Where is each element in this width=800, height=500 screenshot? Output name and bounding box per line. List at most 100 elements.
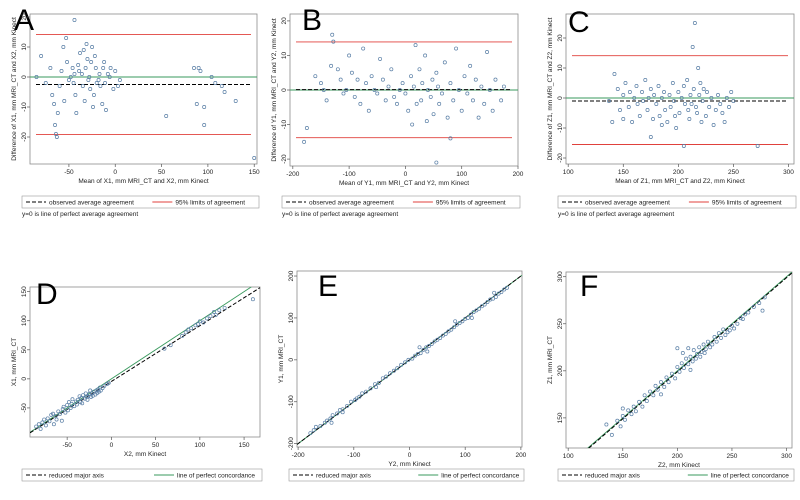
footnote: y=0 is line of perfect average agreement bbox=[22, 211, 138, 218]
data-point bbox=[654, 102, 659, 106]
data-point bbox=[324, 98, 329, 103]
panel-c: C 100 150 200 250 300 -20 -10 0 10 20 Mean of Z1, m… bbox=[547, 6, 797, 218]
data-point bbox=[77, 69, 82, 73]
data-point bbox=[311, 428, 316, 433]
data-point bbox=[668, 105, 673, 109]
panel-letter-f: F bbox=[580, 270, 598, 303]
x-axis-label: Y2, mm Kinect bbox=[388, 461, 430, 468]
data-point bbox=[440, 333, 445, 338]
data-point bbox=[698, 354, 703, 359]
data-point bbox=[375, 91, 380, 96]
data-point bbox=[219, 84, 224, 88]
data-point bbox=[701, 342, 706, 347]
data-point bbox=[43, 423, 48, 428]
data-point bbox=[662, 384, 667, 389]
data-point bbox=[85, 57, 90, 61]
data-point bbox=[466, 315, 470, 320]
x-tick-label: 300 bbox=[783, 169, 794, 176]
data-point bbox=[98, 84, 103, 88]
data-point bbox=[79, 396, 84, 400]
data-point bbox=[446, 329, 451, 334]
data-point bbox=[162, 346, 167, 351]
data-point bbox=[442, 60, 447, 65]
data-point bbox=[380, 77, 385, 82]
rma-line bbox=[297, 274, 522, 445]
data-point bbox=[646, 96, 651, 100]
data-point bbox=[449, 327, 454, 332]
data-point bbox=[59, 418, 64, 423]
y-tick-label: 200 bbox=[557, 365, 564, 376]
legend-label-2: line of perfect concordance bbox=[711, 473, 789, 480]
y-tick-label: 0 bbox=[21, 377, 28, 381]
data-point bbox=[39, 54, 44, 58]
footnote: y=0 is line of perfect average agreement bbox=[282, 211, 398, 218]
data-point bbox=[368, 386, 373, 391]
data-point bbox=[505, 285, 509, 290]
data-point bbox=[403, 91, 408, 96]
data-point bbox=[460, 319, 465, 324]
data-point bbox=[428, 94, 433, 99]
data-point bbox=[40, 420, 45, 425]
data-point bbox=[492, 290, 497, 295]
x-tick-label: 100 bbox=[563, 169, 574, 176]
data-point bbox=[688, 354, 693, 359]
data-point bbox=[86, 394, 91, 399]
panel-d: D -50 0 50 100 150 -50 0 50 100 150 X2, mm Kinect X1… bbox=[11, 278, 263, 482]
data-point bbox=[354, 396, 359, 401]
x-tick-label: 100 bbox=[194, 442, 205, 449]
data-point bbox=[53, 414, 58, 419]
data-point bbox=[62, 99, 67, 103]
legend-box bbox=[557, 195, 797, 209]
data-point bbox=[425, 349, 430, 354]
data-point bbox=[202, 105, 207, 109]
y-tick-label: 150 bbox=[557, 412, 564, 423]
legend: observed average agreement 95% limits of … bbox=[557, 195, 797, 209]
data-point bbox=[686, 108, 691, 112]
y-axis-label: Difference of Z1, mm MRI_CT and Z2, mm K… bbox=[547, 17, 554, 160]
y-tick-label: -50 bbox=[21, 403, 28, 413]
data-point bbox=[196, 66, 201, 70]
data-point bbox=[690, 45, 695, 49]
data-point bbox=[487, 88, 492, 92]
data-point bbox=[71, 81, 76, 85]
legend-label-1: reduced major axis bbox=[585, 473, 641, 480]
data-point bbox=[685, 78, 690, 82]
data-point bbox=[679, 96, 684, 100]
data-point bbox=[686, 362, 691, 367]
data-point bbox=[700, 99, 705, 103]
y-tick-label: -20 bbox=[281, 154, 288, 164]
data-point bbox=[108, 66, 113, 70]
data-point bbox=[696, 66, 701, 70]
data-point bbox=[91, 105, 95, 109]
data-point bbox=[68, 405, 73, 410]
data-point bbox=[729, 90, 734, 94]
data-point bbox=[632, 96, 637, 100]
data-point bbox=[213, 81, 218, 85]
data-point bbox=[406, 357, 411, 362]
data-point bbox=[462, 74, 467, 79]
data-point bbox=[452, 325, 457, 330]
data-point bbox=[376, 380, 381, 385]
x-axis-label: Z2, mm Kinect bbox=[658, 462, 700, 469]
data-point bbox=[669, 371, 674, 376]
data-point bbox=[727, 328, 732, 333]
x-tick-label: 300 bbox=[781, 453, 792, 460]
y-tick-label: 20 bbox=[281, 17, 288, 25]
data-point bbox=[192, 66, 196, 70]
data-point bbox=[662, 90, 666, 94]
data-point bbox=[65, 403, 70, 407]
data-point bbox=[83, 391, 88, 396]
data-point bbox=[634, 84, 639, 88]
x-tick-label: 50 bbox=[158, 169, 166, 176]
concordance-line bbox=[587, 272, 792, 448]
data-point bbox=[400, 81, 405, 86]
panel-e: E -200 -100 0 100 200 -200 -100 0 100 200 Y2, mm Ki… bbox=[278, 270, 527, 482]
y-tick-label: 0 bbox=[21, 75, 28, 79]
data-point bbox=[686, 346, 691, 351]
data-point bbox=[380, 376, 385, 381]
data-point bbox=[448, 81, 453, 86]
data-point bbox=[604, 422, 609, 427]
data-point bbox=[421, 347, 426, 352]
data-point bbox=[66, 78, 71, 82]
data-point bbox=[233, 99, 238, 103]
